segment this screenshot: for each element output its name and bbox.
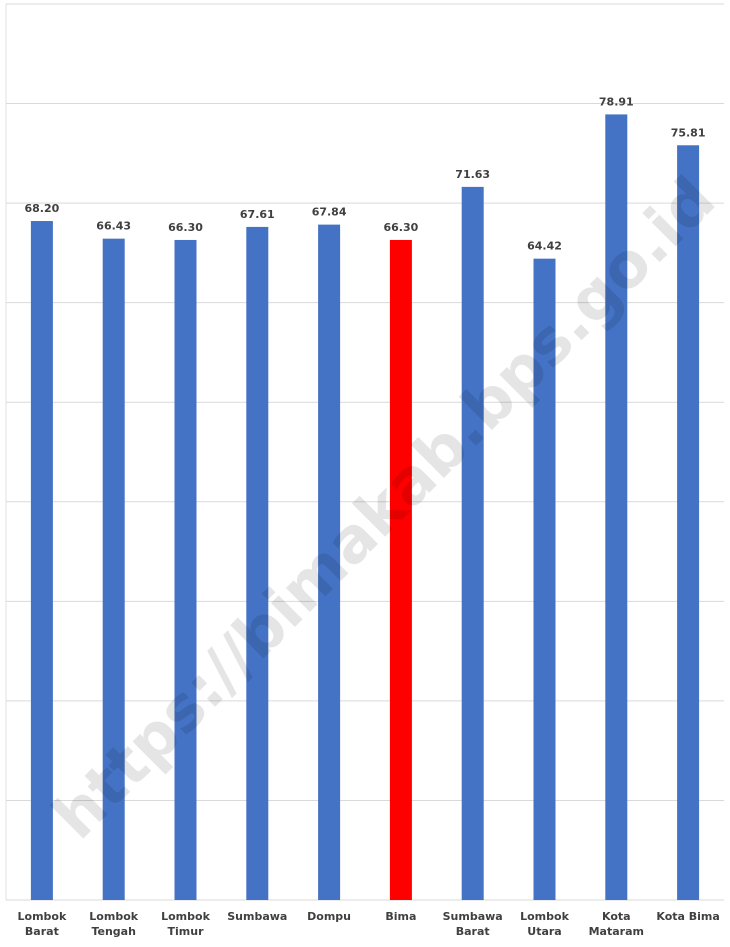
- bar: [30, 221, 53, 900]
- x-tick-label: Kota Bima: [656, 910, 720, 923]
- bar: [318, 224, 341, 900]
- bar: [174, 239, 197, 901]
- data-label: 67.61: [240, 208, 275, 221]
- bar: [389, 239, 412, 901]
- x-tick-label: Dompu: [307, 910, 352, 923]
- x-tick-label: Sumbawa: [227, 910, 288, 923]
- data-label: 66.43: [96, 220, 131, 233]
- data-label: 75.81: [671, 126, 706, 139]
- x-tick-label: Sumbawa Barat: [442, 910, 503, 938]
- data-label: 68.20: [25, 202, 60, 215]
- bar: [461, 186, 484, 901]
- x-tick-label: Lombok Utara: [520, 910, 569, 938]
- bar: [533, 258, 556, 901]
- data-label: 71.63: [455, 168, 490, 181]
- data-label: 78.91: [599, 95, 634, 108]
- bar: [246, 226, 269, 900]
- x-tick-label: Lombok Barat: [17, 910, 67, 938]
- data-label: 66.30: [384, 221, 419, 234]
- x-tick-label: Bima: [385, 910, 417, 923]
- x-tick-label: Lombok Tengah: [89, 910, 139, 938]
- data-label: 66.30: [168, 221, 203, 234]
- data-label: 67.84: [312, 206, 347, 219]
- bar: [677, 145, 700, 900]
- bar: [605, 114, 628, 901]
- bar: [102, 238, 125, 900]
- data-label: 64.42: [527, 240, 562, 253]
- x-tick-label: Lombok Timur: [161, 910, 210, 938]
- x-tick-label: Kota Mataram: [588, 910, 644, 938]
